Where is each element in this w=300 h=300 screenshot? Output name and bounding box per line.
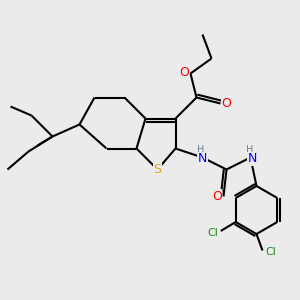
Text: H: H [197,145,205,155]
Text: H: H [246,145,254,155]
Text: O: O [222,97,231,110]
Text: Cl: Cl [207,227,218,238]
Text: N: N [198,152,207,166]
Text: O: O [212,190,222,203]
Text: O: O [179,65,189,79]
Text: S: S [154,163,161,176]
Text: N: N [247,152,257,166]
Text: Cl: Cl [266,247,276,257]
